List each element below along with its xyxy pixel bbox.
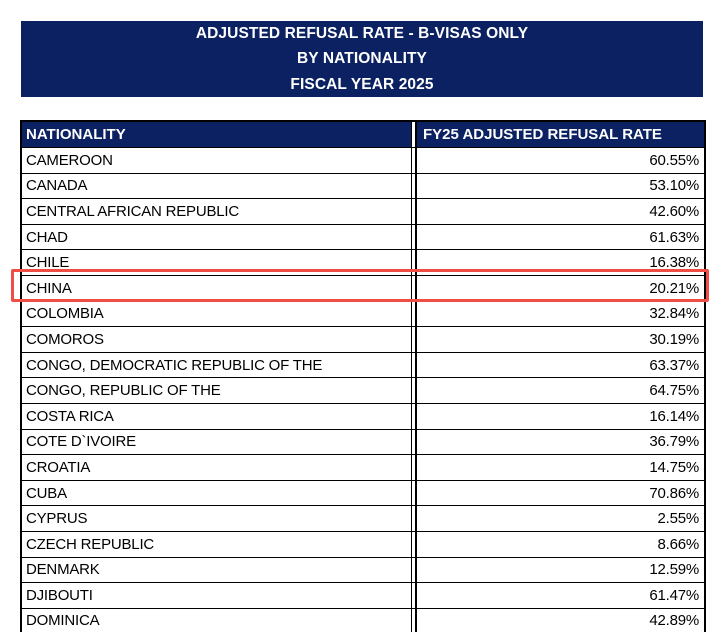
nationality-cell: CAMEROON: [22, 148, 412, 174]
refusal-rate-cell: 53.10%: [415, 173, 704, 200]
column-divider-gap: [412, 199, 415, 225]
column-divider-gap: [412, 583, 415, 609]
refusal-rate-cell: 42.89%: [415, 608, 704, 632]
nationality-cell: CENTRAL AFRICAN REPUBLIC: [22, 199, 412, 225]
nationality-cell: COLOMBIA: [22, 301, 412, 328]
refusal-rate-cell: 36.79%: [415, 429, 704, 456]
column-divider-gap: [412, 327, 415, 353]
column-divider-gap: [412, 224, 415, 251]
nationality-cell: CONGO, REPUBLIC OF THE: [22, 378, 412, 404]
nationality-cell: COMOROS: [22, 327, 412, 353]
column-divider-gap: [412, 429, 415, 456]
column-divider-gap: [412, 455, 415, 481]
refusal-rate-cell: 42.60%: [415, 199, 704, 225]
refusal-rate-cell: 16.38%: [415, 250, 704, 276]
nationality-cell: DOMINICA: [22, 608, 412, 632]
refusal-rate-cell: 70.86%: [415, 480, 704, 507]
refusal-rate-cell: 16.14%: [415, 403, 704, 430]
column-header-refusal-rate: FY25 ADJUSTED REFUSAL RATE: [415, 122, 704, 148]
title-line-2: BY NATIONALITY: [297, 50, 427, 68]
column-divider-gap: [412, 506, 415, 532]
refusal-rate-cell: 8.66%: [415, 531, 704, 558]
column-divider-gap: [412, 403, 415, 430]
column-divider-gap: [412, 173, 415, 200]
column-divider-gap: [412, 378, 415, 404]
nationality-cell: COTE D`IVOIRE: [22, 429, 412, 456]
nationality-cell: CYPRUS: [22, 506, 412, 532]
nationality-cell: CONGO, DEMOCRATIC REPUBLIC OF THE: [22, 352, 412, 379]
column-divider-gap: [412, 122, 415, 148]
refusal-rate-cell: 2.55%: [415, 506, 704, 532]
refusal-rate-cell: 60.55%: [415, 148, 704, 174]
nationality-cell: CHAD: [22, 224, 412, 251]
nationality-cell: DJIBOUTI: [22, 583, 412, 609]
refusal-rate-cell: 12.59%: [415, 557, 704, 584]
column-divider-gap: [412, 608, 415, 632]
nationality-cell: CZECH REPUBLIC: [22, 531, 412, 558]
refusal-rate-cell: 30.19%: [415, 327, 704, 353]
refusal-rate-cell: 61.63%: [415, 224, 704, 251]
column-divider-gap: [412, 531, 415, 558]
column-divider-gap: [412, 148, 415, 174]
title-line-3: FISCAL YEAR 2025: [290, 75, 434, 93]
column-divider-gap: [412, 557, 415, 584]
column-header-nationality: NATIONALITY: [22, 122, 412, 148]
column-divider-gap: [412, 480, 415, 507]
nationality-cell: CHINA: [22, 275, 412, 302]
refusal-rate-cell: 20.21%: [415, 275, 704, 302]
refusal-rate-cell: 63.37%: [415, 352, 704, 379]
title-line-1: ADJUSTED REFUSAL RATE - B-VISAS ONLY: [195, 25, 529, 43]
refusal-rate-table: NATIONALITY FY25 ADJUSTED REFUSAL RATE C…: [20, 120, 706, 632]
nationality-cell: COSTA RICA: [22, 403, 412, 430]
nationality-cell: CHILE: [22, 250, 412, 276]
column-divider-gap: [412, 352, 415, 379]
nationality-cell: DENMARK: [22, 557, 412, 584]
column-divider-gap: [412, 250, 415, 276]
nationality-cell: CUBA: [22, 480, 412, 507]
nationality-cell: CANADA: [22, 173, 412, 200]
report-title-banner: ADJUSTED REFUSAL RATE - B-VISAS ONLY BY …: [21, 21, 703, 97]
refusal-rate-cell: 64.75%: [415, 378, 704, 404]
refusal-rate-cell: 32.84%: [415, 301, 704, 328]
refusal-rate-cell: 14.75%: [415, 455, 704, 481]
refusal-rate-cell: 61.47%: [415, 583, 704, 609]
column-divider-gap: [412, 301, 415, 328]
nationality-cell: CROATIA: [22, 455, 412, 481]
